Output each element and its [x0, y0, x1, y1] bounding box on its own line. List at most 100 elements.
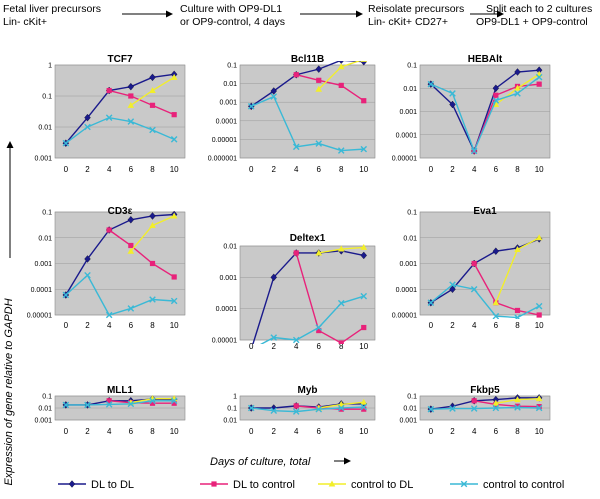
x-tick-label: 2 — [85, 165, 90, 174]
data-point — [492, 312, 500, 319]
data-point — [292, 143, 300, 151]
x-tick-label: 6 — [317, 427, 322, 436]
x-tick-label: 6 — [494, 427, 499, 436]
data-point — [536, 312, 542, 318]
series-line — [65, 274, 175, 316]
chart-panel-3: 0.1 0.01 0.001 0.0001 0.00001 0 2 4 6 8 10 CD3ε — [27, 206, 186, 330]
y-tick-label: 0.1 — [42, 394, 52, 401]
y-tick-label: 0.001 — [219, 100, 237, 107]
series-line — [260, 295, 364, 344]
data-point — [149, 212, 156, 220]
y-tick-label: 0.1 — [227, 63, 237, 70]
legend-label: DL to control — [233, 479, 295, 491]
data-point — [315, 65, 322, 73]
data-point — [247, 404, 255, 412]
x-tick-label: 4 — [294, 427, 299, 436]
chart-panel-2: 0.1 0.01 0.001 0.0001 0.00001 0 2 4 6 8 10 HEBAlt — [392, 54, 551, 174]
legend-label: control to DL — [351, 479, 413, 491]
y-tick-label: 0.1 — [407, 394, 417, 401]
x-tick-label: 0 — [249, 427, 254, 436]
y-tick-label: 0.0001 — [31, 287, 53, 294]
data-point — [270, 273, 277, 282]
step-4-line-1: Split each to 2 cultures — [486, 3, 592, 15]
data-point — [149, 296, 156, 303]
data-point — [316, 77, 322, 83]
data-point — [170, 73, 178, 80]
data-point — [535, 73, 543, 81]
chart-panel-6: 0.1 0.01 0.001 0 2 4 6 8 10 MLL1 — [34, 385, 186, 436]
legend-item: control to DL — [318, 479, 413, 491]
y-tick-label: 0.00001 — [392, 313, 417, 320]
x-tick-label: 0 — [429, 427, 434, 436]
data-point — [449, 90, 456, 97]
data-point — [62, 401, 70, 409]
data-point — [270, 407, 278, 414]
y-tick-label: 0.01 — [223, 244, 237, 251]
data-point — [514, 314, 521, 319]
data-point — [337, 299, 345, 307]
data-point — [338, 406, 344, 412]
chart-panel-4: 0.01 0.001 0.0001 0.00001 0 2 4 6 8 10 Deltex1 — [212, 233, 376, 351]
data-point — [149, 102, 156, 108]
y-tick-label: 0.00001 — [27, 313, 52, 320]
legend-marker — [211, 481, 217, 487]
x-tick-label: 4 — [107, 165, 112, 174]
data-point — [315, 85, 323, 92]
data-point — [170, 297, 178, 305]
data-point — [170, 212, 178, 219]
data-point — [315, 405, 323, 413]
data-point — [493, 92, 499, 98]
data-point — [338, 61, 344, 64]
data-point — [127, 400, 135, 408]
data-point — [535, 404, 543, 412]
data-point — [536, 404, 542, 410]
x-tick-label: 0 — [64, 165, 69, 174]
data-point — [427, 80, 435, 88]
x-tick-label: 8 — [515, 427, 520, 436]
step-2-line-1: Culture with OP9-DL1 — [180, 3, 282, 15]
x-tick-label: 0 — [429, 165, 434, 174]
data-point — [127, 101, 135, 108]
legend: DL to DL DL to control control to DL contro… — [58, 479, 564, 491]
data-point — [514, 245, 521, 252]
x-tick-label: 0 — [249, 165, 254, 174]
data-point — [127, 247, 135, 254]
data-point — [492, 247, 500, 255]
series-line — [65, 400, 175, 406]
y-tick-label: 0.000001 — [208, 156, 237, 163]
series-group — [427, 394, 543, 413]
data-point — [360, 243, 368, 250]
step-3-line-1: Reisolate precursors — [368, 3, 464, 15]
data-point — [105, 311, 113, 319]
data-point — [171, 112, 177, 118]
data-point — [514, 396, 521, 403]
x-tick-label: 2 — [272, 342, 277, 351]
workflow-arrowhead-3 — [497, 10, 504, 18]
data-point — [470, 147, 478, 155]
x-tick-label: 2 — [272, 165, 277, 174]
x-tick-label: 10 — [535, 321, 544, 330]
x-tick-label: 10 — [359, 342, 368, 351]
legend-label: control to control — [483, 479, 564, 491]
plot-area — [239, 64, 376, 159]
step-1-line-2: Lin- cKit+ — [3, 16, 47, 28]
legend-item: control to control — [450, 479, 564, 491]
chart-title: Deltex1 — [290, 233, 326, 244]
x-axis-label: Days of culture, total — [210, 456, 311, 468]
series-line — [65, 73, 175, 144]
workflow-header: Fetal liver precursors Lin- cKit+ Cultur… — [3, 3, 592, 28]
data-point — [492, 404, 500, 412]
data-point — [84, 271, 91, 279]
series-line — [430, 69, 540, 153]
legend-label: DL to DL — [91, 479, 134, 491]
series-group — [62, 395, 178, 409]
y-axis-label: Expression of gene relative to GAPDH — [3, 298, 15, 485]
series-line — [108, 229, 175, 278]
x-tick-label: 0 — [64, 321, 69, 330]
x-tick-label: 10 — [359, 165, 368, 174]
data-point — [316, 327, 322, 334]
data-point — [84, 123, 91, 131]
y-tick-label: 0.01 — [38, 406, 52, 413]
y-tick-label: 0.01 — [223, 418, 237, 425]
